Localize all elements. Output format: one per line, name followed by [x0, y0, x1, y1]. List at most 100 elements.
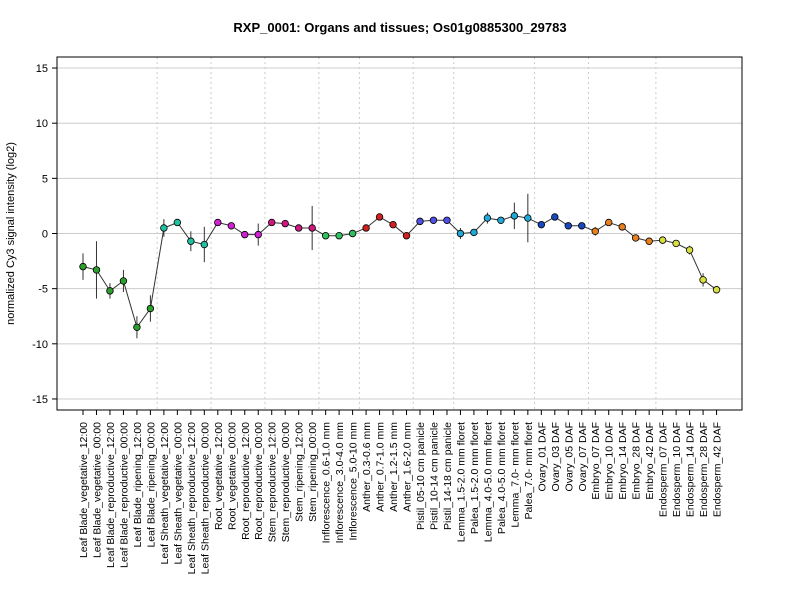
data-point: [106, 287, 114, 295]
x-tick-label: Leaf Blade_vegetative_00:00: [92, 422, 104, 558]
x-tick-label: Leaf Blade_reproductive_12:00: [105, 422, 117, 568]
x-tick-label: Root_vegetative_00:00: [226, 422, 238, 530]
x-tick-label: Lemma_7.0- mm floret: [509, 422, 521, 528]
x-tick-label: Root_reproductive_00:00: [253, 422, 265, 540]
x-tick-label: Leaf Blade_ripening_12:00: [132, 422, 144, 548]
data-point: [497, 216, 505, 224]
x-tick-label: Inflorescence_3.0-4.0 mm: [334, 422, 346, 544]
plot-frame: [56, 56, 743, 411]
x-tick-label: Lemma_4.0-5.0 mm floret: [482, 422, 494, 542]
data-point: [456, 229, 465, 238]
data-point: [699, 276, 707, 284]
x-tick-label: Leaf Sheath_reproductive_00:00: [199, 422, 211, 575]
x-tick-label: Stem_reproductive_00:00: [280, 422, 292, 542]
data-point: [618, 223, 626, 231]
axis-layer: -15 -10 -5 0 5 10 15: [32, 63, 718, 415]
data-point: [79, 262, 87, 271]
data-point: [173, 218, 182, 227]
data-point: [375, 213, 384, 221]
data-point: [335, 232, 343, 240]
x-tick-label: Endosperm_42 DAF: [712, 422, 724, 517]
data-point: [645, 237, 653, 245]
data-point: [631, 234, 640, 242]
data-point: [227, 222, 235, 230]
data-point: [362, 224, 370, 232]
data-point: [470, 228, 478, 237]
y-tick-label: -15: [32, 394, 48, 406]
y-tick-label: 10: [36, 118, 48, 130]
data-point: [685, 246, 694, 254]
chart-title: RXP_0001: Organs and tissues; Os01g08853…: [233, 20, 567, 35]
data-point: [133, 323, 141, 331]
x-tick-label: Stem_ripening_00:00: [307, 422, 319, 522]
x-tick-label: Embryo_28 DAF: [631, 422, 643, 500]
data-point: [429, 216, 438, 224]
x-tick-label: Stem_reproductive_12:00: [267, 422, 279, 542]
x-tick-label: Embryo_42 DAF: [644, 422, 656, 500]
y-tick-label: 15: [36, 63, 48, 75]
x-tick-label: Leaf Sheath_vegetative_12:00: [159, 422, 171, 565]
x-tick-label: Leaf Sheath_reproductive_12:00: [186, 422, 198, 575]
data-point: [294, 224, 303, 232]
x-tick-label: Pistil_10-14 cm panicle: [429, 422, 441, 530]
data-point: [591, 227, 599, 235]
data-point: [92, 266, 101, 274]
y-tick-label: -10: [32, 339, 48, 351]
data-point: [483, 214, 492, 222]
x-tick-label: Ovary_05 DAF: [563, 422, 575, 491]
data-point: [564, 222, 572, 230]
data-point: [402, 232, 411, 240]
x-tick-label: Anther_0.7-1.0 mm: [375, 422, 387, 512]
data-point: [281, 219, 289, 228]
data-point: [254, 230, 262, 239]
data-point: [658, 236, 667, 244]
x-tick-label: Endosperm_28 DAF: [698, 422, 710, 517]
data-point: [146, 304, 155, 313]
data-point: [308, 224, 316, 232]
data-point: [241, 230, 249, 239]
x-tick-label: Stem_ripening_12:00: [294, 422, 306, 522]
x-tick-label: Palea_4.0-5.0 mm floret: [496, 422, 508, 534]
x-tick-label: Leaf Sheath_vegetative_00:00: [172, 422, 184, 565]
data-point: [187, 237, 195, 245]
data-point: [443, 216, 451, 224]
x-tick-label: Ovary_01 DAF: [536, 422, 548, 491]
data-point: [416, 217, 424, 226]
y-axis-title: normalized Cy3 signal intensity (log2): [5, 142, 17, 325]
x-tick-label: Leaf Blade_vegetative_12:00: [78, 422, 90, 558]
x-tick-label: Embryo_14 DAF: [617, 422, 629, 500]
x-tick-label: Ovary_07 DAF: [577, 422, 589, 491]
line-layer: [82, 215, 717, 329]
data-point: [348, 229, 357, 238]
x-tick-label: Anther_0.3-0.6 mm: [361, 422, 373, 512]
point-layer: [79, 212, 721, 331]
y-tick-label: 5: [42, 173, 48, 185]
x-tick-label: Leaf Blade_ripening_00:00: [145, 422, 157, 548]
x-tick-label: Pistil_05-10 cm panicle: [415, 422, 427, 530]
x-tick-label: Endosperm_14 DAF: [685, 422, 697, 517]
data-point: [160, 224, 168, 232]
x-tick-label: Palea_1.5-2.0 mm floret: [469, 422, 481, 534]
data-point: [712, 286, 721, 294]
x-tick-label: Lemma_1.5-2.0 mm floret: [455, 422, 467, 542]
y-tick-label: 0: [42, 229, 48, 241]
x-tick-label: Embryo_10 DAF: [604, 422, 616, 500]
x-tick-label: Inflorescence_0.6-1.0 mm: [321, 422, 333, 544]
x-tick-label: Inflorescence_5.0-10 mm: [348, 422, 360, 541]
x-tick-label: Endosperm_10 DAF: [671, 422, 683, 517]
data-point: [537, 220, 546, 229]
x-tick-label: Leaf Blade_reproductive_00:00: [118, 422, 130, 568]
x-tick-label: Root_vegetative_12:00: [213, 422, 225, 530]
label-layer: Leaf Blade_vegetative_12:00 Leaf Blade_ve…: [78, 422, 724, 575]
data-point: [672, 239, 680, 248]
data-point: [321, 232, 330, 240]
data-point: [268, 218, 276, 227]
data-point: [578, 222, 586, 230]
x-tick-label: Endosperm_07 DAF: [658, 422, 670, 517]
data-point: [200, 240, 209, 249]
x-tick-label: Pistil_14-18 cm panicle: [442, 422, 454, 530]
series-line: [82, 215, 717, 329]
data-point: [510, 212, 519, 220]
grid-layer: [57, 57, 742, 410]
